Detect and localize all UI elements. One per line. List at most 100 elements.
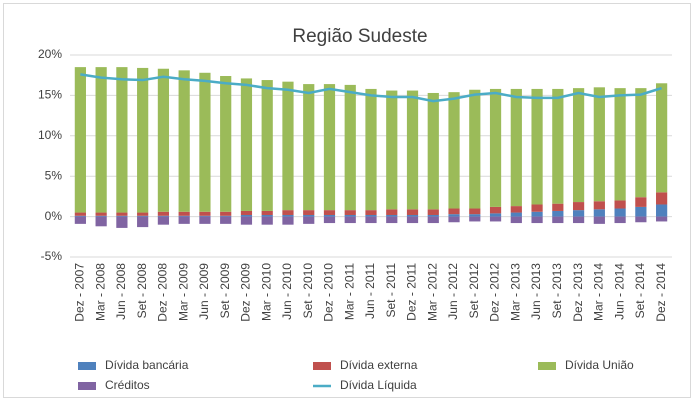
bar-segment (593, 87, 605, 202)
bar-segment (489, 213, 502, 217)
x-tick-label: Set - 2012 (467, 263, 481, 319)
bar-segment (469, 89, 481, 209)
bar-segment (406, 216, 419, 224)
legend-swatch (78, 382, 96, 390)
x-tick-label: Mar - 2011 (342, 263, 356, 320)
bar-segment (261, 80, 273, 211)
bar-segment (95, 212, 107, 216)
bar-segment (365, 88, 377, 211)
x-tick-label: Jun - 2008 (114, 263, 128, 320)
bar-segment (531, 216, 543, 224)
bar-segment (572, 88, 585, 203)
x-tick-label: Dez - 2010 (322, 263, 336, 322)
bar-segment (157, 215, 170, 217)
bar-segment (137, 215, 149, 217)
bar-segment (220, 216, 232, 224)
bar-segment (365, 216, 377, 224)
bar-segment (116, 216, 128, 228)
x-tick-label: Dez - 2008 (156, 263, 170, 322)
bar-segment (240, 214, 253, 217)
bar-segment (656, 192, 668, 205)
bar-segment (282, 81, 294, 211)
bar-segment (531, 204, 543, 212)
bar-segment (74, 67, 86, 213)
bar-segment (303, 214, 315, 217)
bar-segment (489, 88, 502, 207)
x-tick-label: Set - 2011 (384, 263, 398, 318)
bar-segment (240, 216, 253, 225)
bar-segment (448, 214, 460, 217)
bar-segment (178, 216, 190, 224)
bar-segment (116, 67, 128, 213)
bar-segment (303, 210, 315, 215)
legend-label: Dívida União (565, 358, 634, 372)
x-tick-label: Set - 2008 (135, 263, 149, 319)
bar-segment (74, 215, 86, 217)
legend-label: Créditos (105, 378, 150, 392)
bar-segment (116, 215, 128, 217)
legend-label: Dívida bancária (105, 358, 189, 372)
legend-label: Dívida externa (340, 358, 418, 372)
bar-segment (552, 216, 564, 224)
x-tick-label: Set - 2014 (633, 263, 647, 319)
bar-segment (656, 216, 668, 222)
x-tick-label: Jun - 2012 (446, 263, 460, 320)
bar-segment (593, 201, 605, 210)
x-tick-label: Jun - 2010 (280, 263, 294, 320)
x-tick-label: Dez - 2014 (654, 263, 668, 322)
bar-segment (303, 216, 315, 224)
x-tick-label: Dez - 2007 (73, 263, 87, 322)
y-tick-label: 15% (38, 88, 62, 102)
bar-segment (137, 212, 149, 216)
x-tick-label: Dez - 2009 (239, 263, 253, 322)
x-tick-label: Mar - 2013 (508, 263, 522, 321)
y-tick-label: -5% (41, 249, 63, 263)
bar-segment (365, 214, 377, 217)
bar-segment (178, 211, 190, 216)
bar-segment (656, 83, 668, 193)
x-tick-label: Jun - 2009 (197, 263, 211, 320)
x-tick-label: Dez - 2011 (405, 263, 419, 321)
bar-segment (635, 206, 647, 217)
bar-segment (593, 216, 605, 224)
bar-segment (593, 209, 605, 217)
bar-segment (116, 212, 128, 216)
bar-segment (406, 214, 419, 217)
bar-segment (614, 208, 626, 217)
bar-segment (510, 212, 522, 217)
bar-segment (448, 92, 460, 209)
x-tick-label: Mar - 2008 (93, 263, 107, 321)
bar-segment (344, 210, 356, 215)
bar-segment (137, 67, 149, 213)
bar-segment (323, 214, 336, 217)
bar-segment (199, 216, 211, 224)
legend-swatch (313, 362, 331, 370)
x-tick-label: Mar - 2012 (425, 263, 439, 321)
bar-segment (323, 210, 336, 215)
bar-segment (95, 216, 107, 227)
bar-segment (323, 216, 336, 224)
bar-segment (614, 216, 626, 224)
legend-swatch (78, 362, 96, 370)
x-tick-label: Mar - 2014 (592, 263, 606, 321)
x-tick-label: Jun - 2011 (363, 263, 377, 319)
bar-segment (220, 76, 232, 212)
x-tick-label: Set - 2009 (218, 263, 232, 319)
bar-segment (386, 209, 398, 215)
bar-segment (386, 214, 398, 217)
bar-segment (178, 215, 190, 217)
bar-segment (74, 216, 86, 224)
bar-segment (448, 208, 460, 215)
y-tick-label: 20% (38, 47, 62, 61)
bar-segment (427, 92, 439, 210)
bar-segment (427, 209, 439, 215)
bar-segment (323, 84, 336, 211)
bar-segment (552, 203, 564, 211)
bar-segment (344, 84, 356, 211)
bar-segment (572, 216, 585, 224)
bar-segment (199, 215, 211, 217)
bar-segment (240, 78, 253, 211)
x-tick-label: Jun - 2013 (529, 263, 543, 320)
legend-label: Dívida Líquida (340, 378, 417, 392)
bar-segment (220, 211, 232, 216)
